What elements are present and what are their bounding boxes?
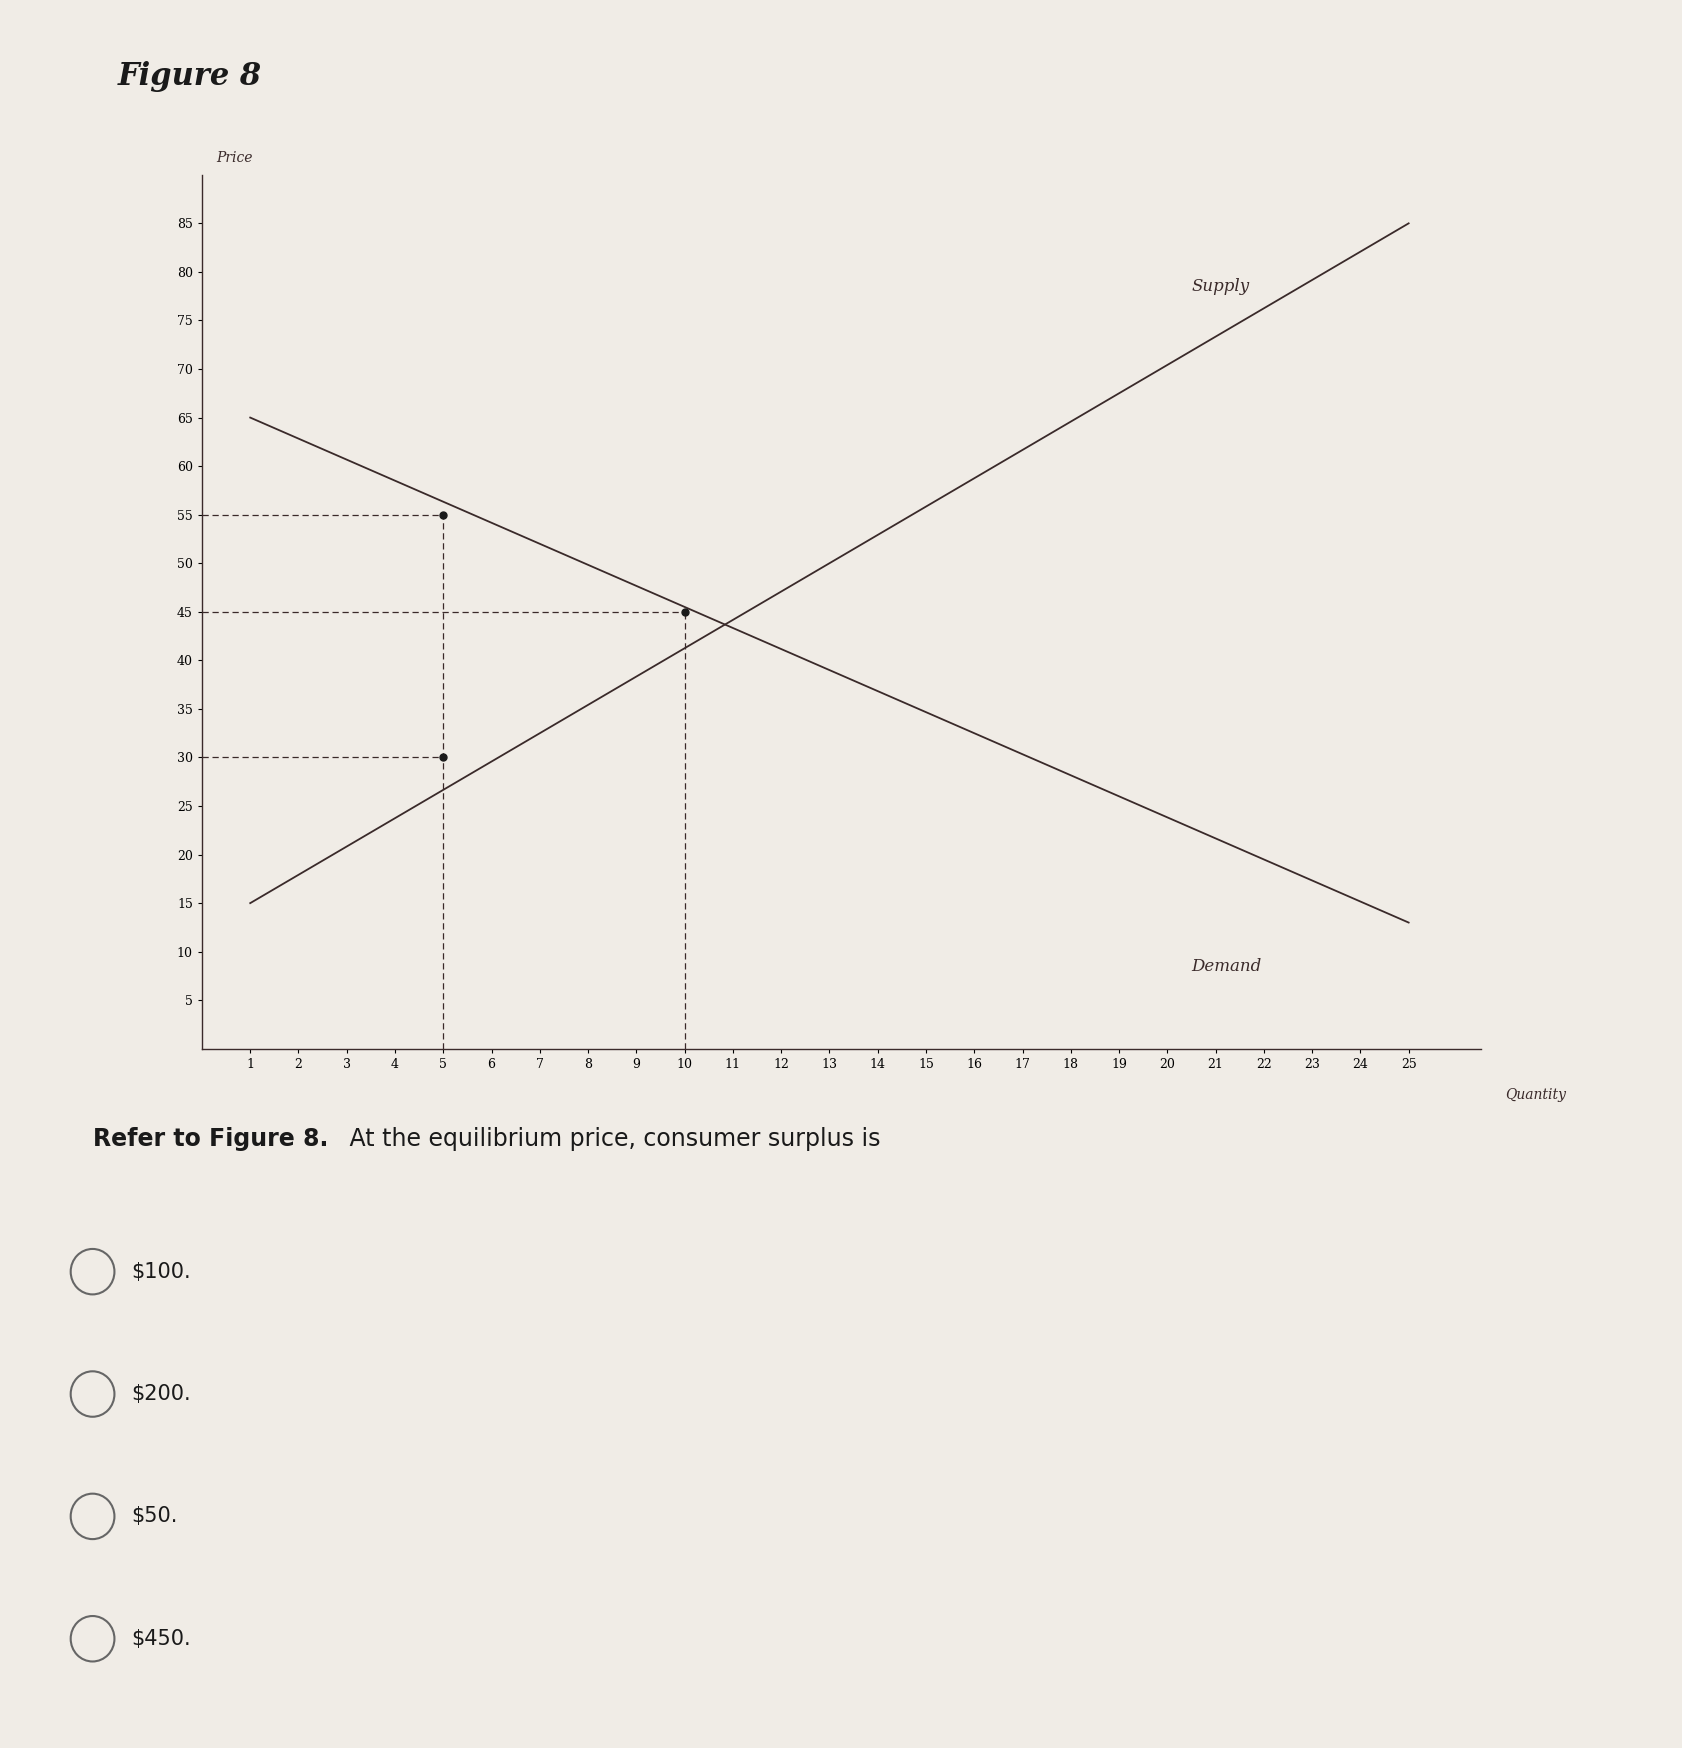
Text: Demand: Demand (1191, 958, 1262, 975)
Text: Price: Price (217, 150, 252, 164)
Text: $50.: $50. (131, 1507, 178, 1526)
Text: $100.: $100. (131, 1262, 190, 1281)
Text: Quantity: Quantity (1504, 1087, 1566, 1101)
Text: Figure 8: Figure 8 (118, 61, 262, 93)
Text: $200.: $200. (131, 1384, 190, 1404)
Text: At the equilibrium price, consumer surplus is: At the equilibrium price, consumer surpl… (341, 1127, 880, 1152)
Text: Refer to Figure 8.: Refer to Figure 8. (93, 1127, 328, 1152)
Text: $450.: $450. (131, 1629, 190, 1648)
Text: Supply: Supply (1191, 278, 1248, 295)
